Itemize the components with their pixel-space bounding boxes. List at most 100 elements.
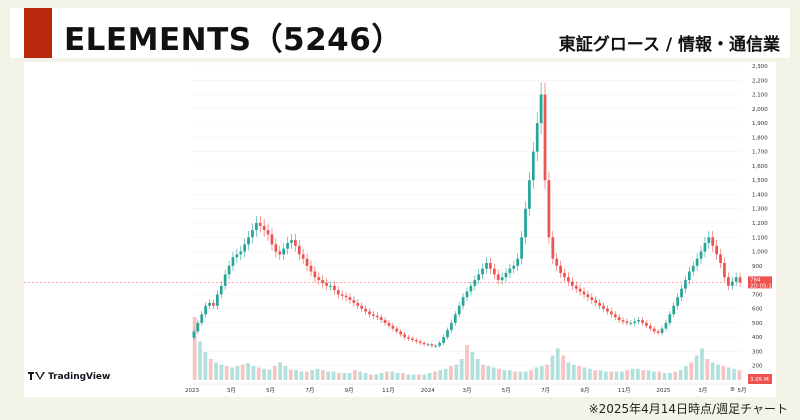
candle-body (329, 285, 332, 287)
candle-body (223, 274, 227, 286)
candle-body (254, 223, 258, 231)
volume-bar (385, 371, 389, 380)
y-tick-label: 1,400 (752, 192, 768, 198)
candle-body (290, 240, 293, 243)
volume-bar (705, 359, 710, 380)
candle-body (734, 277, 738, 282)
candle-body (317, 277, 321, 281)
volume-bar (614, 371, 619, 380)
volume-bar (358, 371, 363, 380)
candle-body (372, 314, 375, 316)
candle-body (563, 272, 566, 278)
volume-bar (320, 370, 325, 380)
x-axis: 2023 3月 5月 7月 9月 11月 2024 3月 5月 7月 9月 11月 2025 3月 5月 (185, 383, 747, 394)
candle-body (426, 344, 430, 346)
candle-body (438, 342, 442, 346)
candle-body (551, 237, 555, 259)
candle-body (274, 244, 278, 252)
candle-body (348, 297, 352, 301)
volume-bar (347, 373, 352, 380)
volume-bar (598, 370, 603, 380)
volume-bar (700, 348, 704, 380)
candle-body (231, 257, 235, 266)
candle-body (461, 297, 465, 306)
volume-bar (582, 367, 587, 380)
page-title: ELEMENTS（5246） (64, 22, 403, 58)
volume-bar (374, 374, 379, 380)
stock-chart: 2,300 2,200 2,100 2,000 1,900 1,800 1,700 1,600… (24, 64, 776, 394)
volume-bar (571, 364, 576, 380)
x-tick-label: 5月 (502, 387, 511, 394)
volume-tag (748, 374, 772, 384)
candle-body (695, 258, 699, 266)
tradingview-logo: TradingView (28, 372, 110, 382)
volume-bar (406, 374, 411, 380)
candle-body (500, 277, 504, 281)
candle-body (481, 268, 484, 275)
candle-body (691, 265, 695, 272)
volume-bar (198, 341, 202, 380)
candles (192, 82, 742, 348)
candle-body (450, 322, 453, 331)
x-tick-label: 7月 (541, 387, 550, 394)
volume-bar (395, 373, 400, 380)
y-tick-label: 1,800 (752, 135, 768, 141)
candle-body (723, 262, 726, 278)
volume-bar (502, 370, 507, 380)
candle-body (730, 281, 734, 286)
candle-body (637, 320, 640, 322)
candle-body (547, 180, 551, 238)
volume-bar (518, 371, 523, 380)
candle-body (286, 242, 289, 249)
candle-body (489, 262, 492, 269)
candle-body (738, 277, 742, 283)
volume-bar (694, 355, 699, 380)
x-tick-label: 3月 (227, 387, 236, 394)
candle-body (251, 230, 254, 238)
volume-bar (278, 362, 282, 380)
y-tick-label: 1,600 (752, 164, 768, 170)
candle-body (543, 94, 547, 181)
y-tick-label: 2,300 (752, 64, 768, 70)
candle-body (586, 294, 590, 298)
volume-bar (609, 371, 614, 380)
candle-body (200, 314, 204, 323)
candle-body (278, 251, 282, 255)
volume-bar (401, 373, 405, 380)
volume-bar (208, 359, 213, 380)
x-tick-label: 11月 (618, 387, 631, 394)
volume-bar (246, 363, 250, 380)
candle-body (582, 291, 586, 295)
volume-bar (619, 371, 624, 380)
candle-body (672, 305, 676, 315)
volume-bar (726, 367, 731, 380)
candle-body (434, 345, 438, 347)
candle-body (399, 331, 403, 335)
candle-body (512, 265, 516, 269)
x-tick-label: 3月 (463, 387, 472, 394)
volume-bar (561, 355, 565, 380)
volume-bar (475, 359, 480, 380)
volume-bar (646, 370, 651, 380)
candle-body (684, 280, 687, 289)
y-tick-label: 600 (752, 307, 763, 313)
volume-bar (657, 371, 662, 380)
y-tick-label: 300 (752, 349, 763, 355)
volume-bar (534, 367, 539, 380)
candle-body (645, 322, 648, 326)
settings-icon[interactable]: ⚙ (730, 387, 735, 393)
volume-bar (689, 362, 694, 380)
candle-body (520, 237, 523, 259)
y-axis: 2,300 2,200 2,100 2,000 1,900 1,800 1,700 1,600… (752, 64, 768, 370)
volume-bar (363, 373, 368, 380)
footnote: ※2025年4月14日時点/週足チャート (588, 402, 788, 416)
x-tick-label: 5月 (738, 387, 747, 394)
market-sector-label: 東証グロース / 情報・通信業 (558, 35, 780, 55)
volume-bar (326, 371, 331, 380)
y-tick-label: 200 (752, 364, 763, 370)
volume-bar (668, 373, 672, 380)
volume-bar (315, 368, 320, 380)
candle-body (617, 317, 621, 321)
candle-body (301, 254, 305, 259)
y-tick-label: 1,500 (752, 178, 768, 184)
